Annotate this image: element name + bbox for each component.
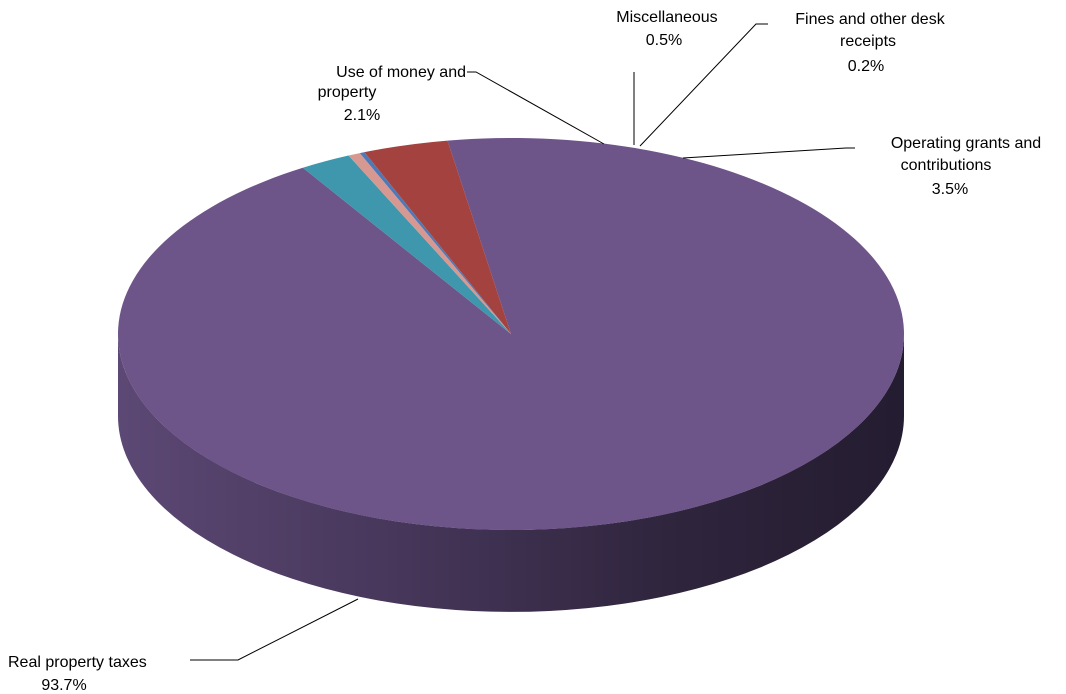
pie-slice-3 — [359, 152, 511, 334]
slice-value-label-2: 0.5% — [646, 32, 682, 49]
pie-slice-4 — [364, 140, 511, 334]
leader-line-4 — [682, 147, 855, 159]
pie-side-wall — [118, 334, 904, 612]
leader-line-1 — [467, 71, 605, 145]
slice-label-4-line-0: Operating grants and — [891, 135, 1041, 152]
slice-value-label-4: 3.5% — [932, 181, 968, 198]
pie-slice-0 — [117, 138, 905, 531]
slice-label-0-line-0: Real property taxes — [8, 654, 147, 671]
leader-line-0 — [190, 598, 359, 661]
slice-label-3-line-0: Fines and other desk — [795, 11, 945, 28]
pie-slice-2 — [348, 153, 511, 334]
slice-value-label-1: 2.1% — [344, 107, 380, 124]
slice-label-3-line-1: receipts — [840, 33, 896, 50]
slice-label-2-line-0: Miscellaneous — [616, 9, 717, 26]
slice-label-1-line-0: Use of money and — [336, 64, 466, 81]
slice-value-label-3: 0.2% — [848, 58, 884, 75]
slice-label-1-line-1: property — [318, 84, 377, 101]
leader-line-3 — [639, 23, 768, 147]
pie-slice-1 — [302, 155, 511, 334]
slice-label-4-line-1: contributions — [901, 157, 992, 174]
slice-value-label-0: 93.7% — [41, 677, 86, 694]
